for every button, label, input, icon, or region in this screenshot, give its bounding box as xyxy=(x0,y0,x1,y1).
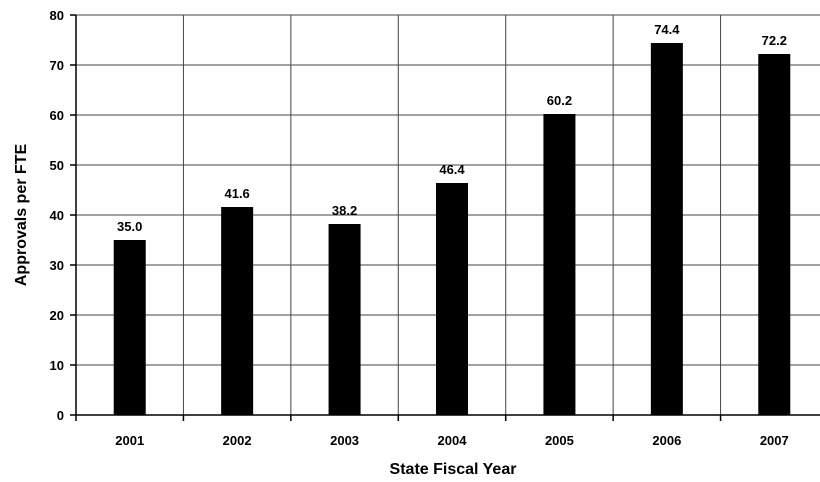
y-tick-label: 30 xyxy=(50,258,64,273)
data-label-2005: 60.2 xyxy=(547,93,572,108)
x-tick-label-2007: 2007 xyxy=(760,433,789,448)
y-axis-title: Approvals per FTE xyxy=(13,144,30,287)
x-tick-labels: 2001 2002 2003 2004 2005 2006 2007 xyxy=(115,433,788,448)
y-tick-label: 40 xyxy=(50,208,64,223)
x-axis-title: State Fiscal Year xyxy=(390,461,517,478)
data-label-2003: 38.2 xyxy=(332,203,357,218)
y-tick-labels: 0 10 20 30 40 50 60 70 80 xyxy=(50,8,64,423)
data-label-2002: 41.6 xyxy=(224,186,249,201)
bar-2007 xyxy=(758,54,791,415)
gridlines xyxy=(76,14,820,415)
y-tick-label: 70 xyxy=(50,58,64,73)
y-tick-label: 20 xyxy=(50,308,64,323)
data-label-2006: 74.4 xyxy=(654,22,680,37)
bars xyxy=(113,43,791,415)
x-tick-label-2003: 2003 xyxy=(330,433,359,448)
data-label-2007: 72.2 xyxy=(762,33,787,48)
bar-2001 xyxy=(113,240,146,415)
data-label-2004: 46.4 xyxy=(439,162,465,177)
x-tick-label-2004: 2004 xyxy=(438,433,468,448)
data-label-2001: 35.0 xyxy=(117,219,142,234)
x-tick-label-2002: 2002 xyxy=(223,433,252,448)
bar-2003 xyxy=(328,224,361,415)
y-tick-label: 80 xyxy=(50,8,64,23)
bar-2006 xyxy=(650,43,683,415)
axes xyxy=(70,14,820,421)
y-tick-label: 10 xyxy=(50,358,64,373)
data-labels: 35.0 41.6 38.2 46.4 60.2 74.4 72.2 xyxy=(117,22,787,234)
bar-2002 xyxy=(221,207,254,415)
bar-2005 xyxy=(543,114,576,415)
y-tick-label: 50 xyxy=(50,158,64,173)
x-tick-label-2006: 2006 xyxy=(652,433,681,448)
x-tick-label-2005: 2005 xyxy=(545,433,574,448)
y-tick-label: 60 xyxy=(50,108,64,123)
bar-2004 xyxy=(436,183,468,415)
x-tick-label-2001: 2001 xyxy=(115,433,144,448)
y-tick-label: 0 xyxy=(57,408,64,423)
